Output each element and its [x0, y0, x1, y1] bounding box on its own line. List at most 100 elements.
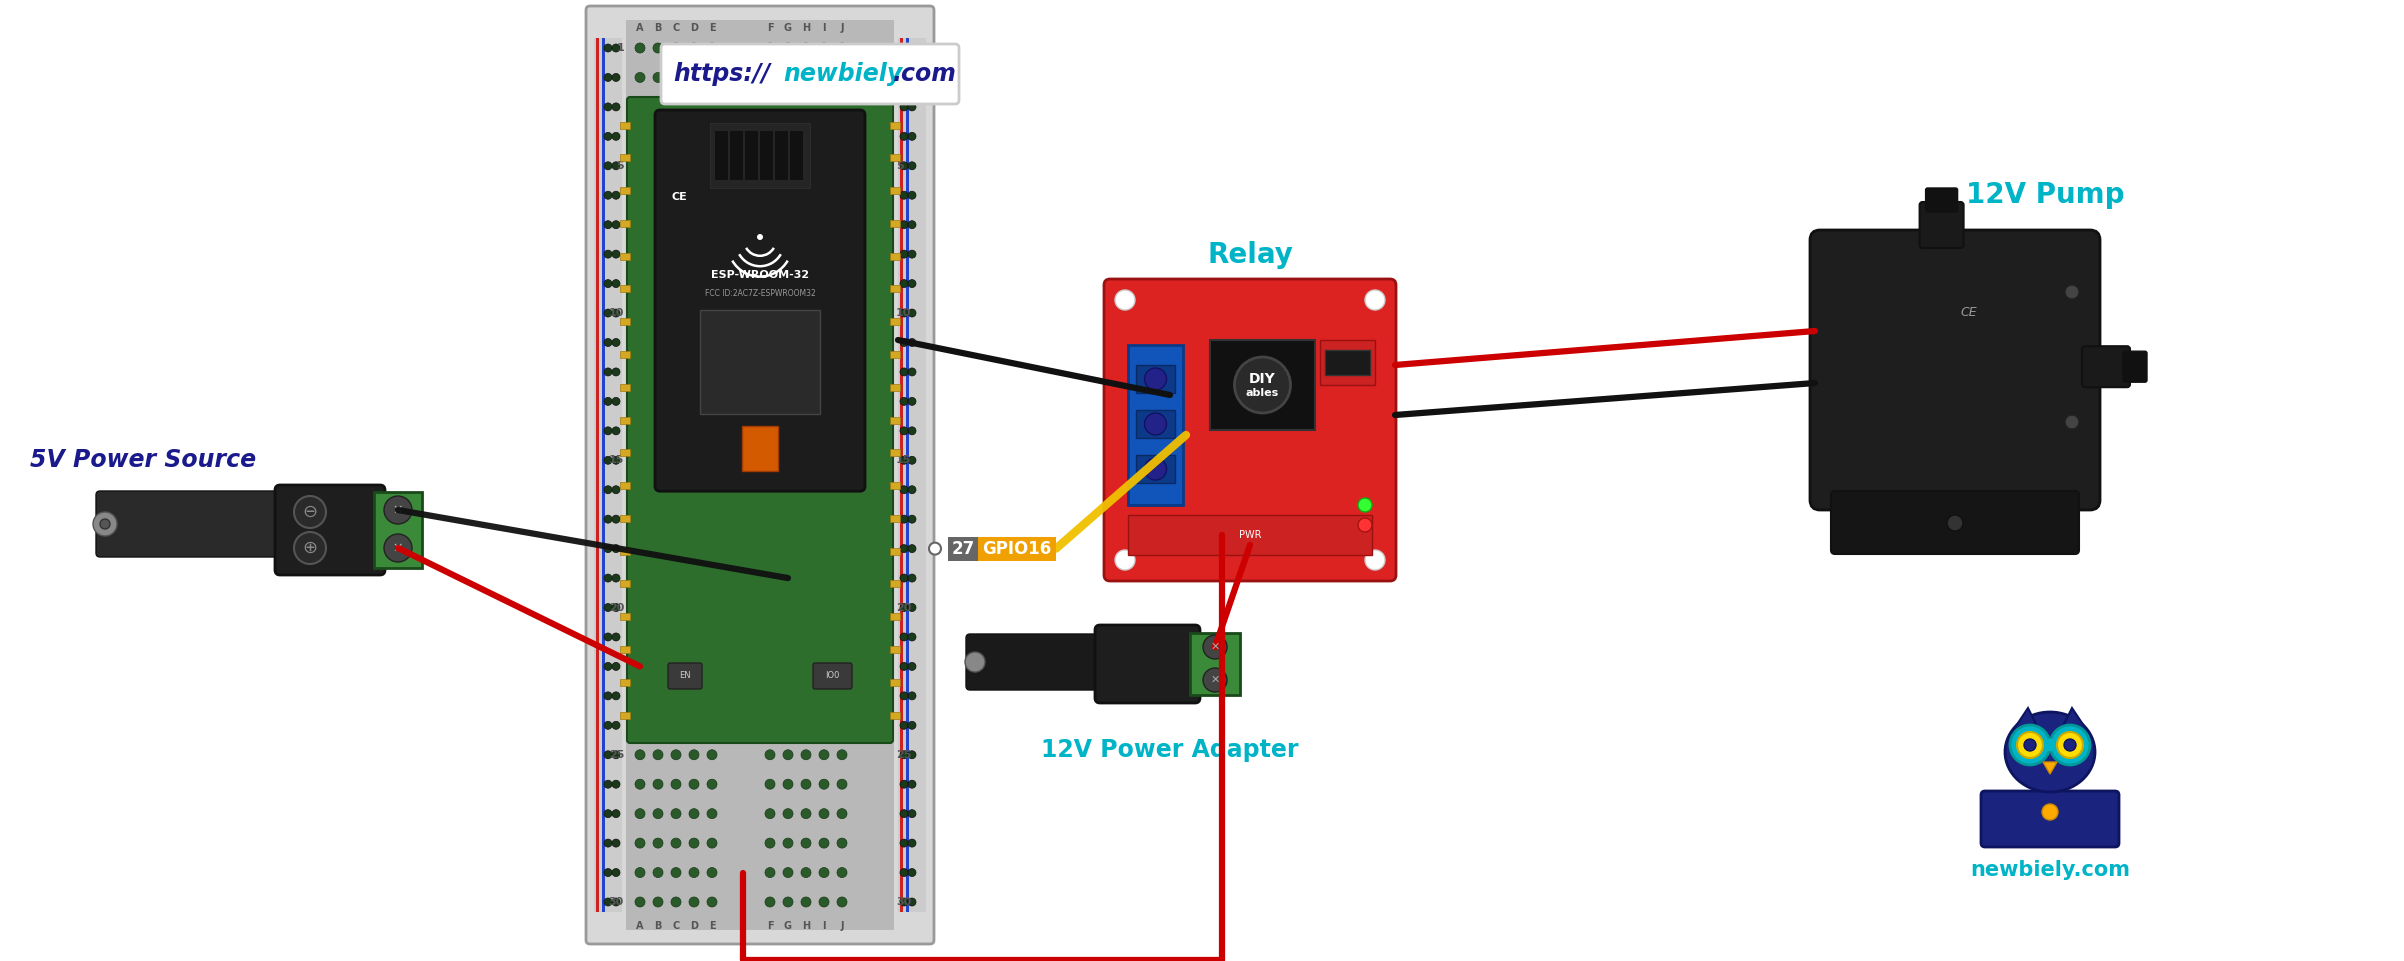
- Circle shape: [603, 133, 613, 140]
- Circle shape: [784, 396, 793, 407]
- Circle shape: [654, 514, 664, 524]
- Circle shape: [613, 722, 620, 729]
- Circle shape: [707, 160, 716, 171]
- Circle shape: [801, 779, 810, 789]
- Text: C: C: [673, 921, 680, 931]
- Circle shape: [820, 573, 829, 583]
- Circle shape: [837, 190, 846, 200]
- Circle shape: [801, 721, 810, 730]
- Circle shape: [837, 514, 846, 524]
- Circle shape: [654, 102, 664, 111]
- Circle shape: [820, 279, 829, 288]
- Circle shape: [635, 661, 644, 672]
- Bar: [620, 318, 630, 325]
- Circle shape: [613, 780, 620, 788]
- Circle shape: [928, 543, 940, 554]
- FancyBboxPatch shape: [1103, 279, 1397, 581]
- Circle shape: [801, 514, 810, 524]
- Bar: [620, 220, 630, 227]
- Circle shape: [1144, 368, 1166, 390]
- Circle shape: [635, 544, 644, 554]
- Circle shape: [654, 249, 664, 259]
- Circle shape: [654, 279, 664, 288]
- Circle shape: [654, 632, 664, 642]
- Bar: [899, 38, 904, 912]
- Circle shape: [707, 367, 716, 377]
- FancyBboxPatch shape: [966, 634, 1125, 690]
- Circle shape: [837, 603, 846, 612]
- Circle shape: [613, 309, 620, 317]
- Circle shape: [801, 544, 810, 554]
- FancyBboxPatch shape: [587, 6, 935, 944]
- Text: G: G: [784, 921, 791, 931]
- FancyBboxPatch shape: [661, 44, 959, 104]
- Circle shape: [909, 633, 916, 641]
- Circle shape: [909, 280, 916, 287]
- Circle shape: [764, 721, 774, 730]
- Circle shape: [707, 897, 716, 907]
- Circle shape: [909, 73, 916, 82]
- Text: B: B: [654, 921, 661, 931]
- FancyBboxPatch shape: [1832, 491, 2079, 554]
- Circle shape: [690, 721, 700, 730]
- Bar: [620, 515, 630, 522]
- Text: GPIO16: GPIO16: [983, 540, 1051, 557]
- Bar: [620, 121, 630, 129]
- Circle shape: [764, 691, 774, 701]
- Circle shape: [899, 633, 909, 641]
- Circle shape: [603, 427, 613, 434]
- Circle shape: [899, 250, 909, 259]
- Bar: [889, 711, 899, 719]
- Circle shape: [909, 722, 916, 729]
- Circle shape: [613, 338, 620, 347]
- Circle shape: [837, 72, 846, 83]
- Circle shape: [635, 426, 644, 436]
- Circle shape: [690, 868, 700, 877]
- Circle shape: [909, 338, 916, 347]
- Text: H: H: [803, 921, 810, 931]
- Circle shape: [707, 838, 716, 849]
- Circle shape: [707, 691, 716, 701]
- Circle shape: [635, 337, 644, 348]
- Circle shape: [909, 810, 916, 818]
- Circle shape: [1358, 518, 1373, 532]
- Circle shape: [654, 721, 664, 730]
- Circle shape: [909, 103, 916, 111]
- Circle shape: [837, 868, 846, 877]
- Text: ESP-WROOM-32: ESP-WROOM-32: [712, 270, 810, 280]
- Circle shape: [690, 220, 700, 230]
- Circle shape: [784, 514, 793, 524]
- Bar: [889, 580, 899, 587]
- Polygon shape: [2060, 708, 2089, 732]
- Circle shape: [613, 221, 620, 229]
- Circle shape: [603, 103, 613, 111]
- Circle shape: [909, 515, 916, 523]
- Circle shape: [801, 573, 810, 583]
- Circle shape: [764, 279, 774, 288]
- Circle shape: [764, 632, 774, 642]
- Circle shape: [635, 367, 644, 377]
- Circle shape: [899, 103, 909, 111]
- Circle shape: [635, 160, 644, 171]
- Circle shape: [899, 869, 909, 876]
- Circle shape: [654, 779, 664, 789]
- Bar: [760, 131, 772, 180]
- Circle shape: [635, 721, 644, 730]
- Circle shape: [671, 514, 680, 524]
- Circle shape: [909, 780, 916, 788]
- Text: ables: ables: [1245, 388, 1279, 398]
- FancyBboxPatch shape: [668, 663, 702, 689]
- Circle shape: [690, 190, 700, 200]
- Circle shape: [764, 573, 774, 583]
- Circle shape: [909, 869, 916, 876]
- Circle shape: [820, 456, 829, 465]
- Circle shape: [635, 396, 644, 407]
- Circle shape: [2010, 725, 2051, 765]
- Circle shape: [909, 191, 916, 199]
- Circle shape: [690, 426, 700, 436]
- Circle shape: [690, 43, 700, 53]
- Circle shape: [837, 808, 846, 819]
- Circle shape: [671, 603, 680, 612]
- Circle shape: [764, 396, 774, 407]
- Bar: [889, 646, 899, 653]
